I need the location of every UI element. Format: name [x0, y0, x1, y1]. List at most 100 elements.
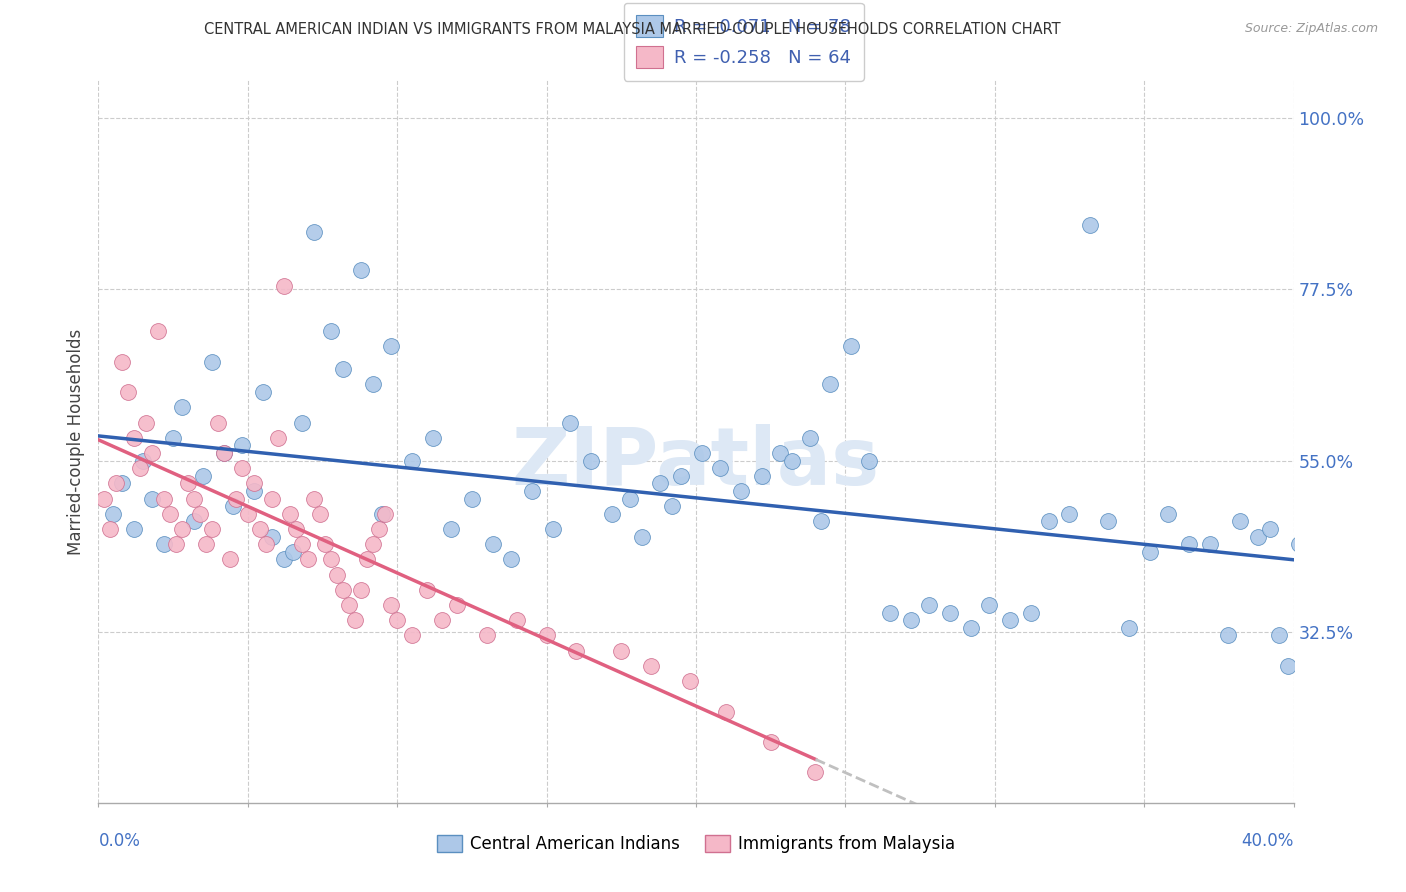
Point: [1118, 621, 1140, 635]
Point: [148, 324, 170, 338]
Point: [249, 522, 271, 536]
Point: [858, 453, 880, 467]
Text: 40.0%: 40.0%: [1241, 831, 1294, 850]
Point: [879, 606, 901, 620]
Point: [332, 362, 354, 376]
Text: CENTRAL AMERICAN INDIAN VS IMMIGRANTS FROM MALAYSIA MARRIED-COUPLE HOUSEHOLDS CO: CENTRAL AMERICAN INDIAN VS IMMIGRANTS FR…: [204, 22, 1062, 37]
Point: [159, 507, 181, 521]
Text: 0.0%: 0.0%: [98, 831, 141, 850]
Point: [581, 453, 603, 467]
Point: [998, 613, 1021, 627]
Point: [284, 522, 307, 536]
Point: [165, 537, 187, 551]
Point: [820, 377, 842, 392]
Point: [690, 446, 713, 460]
Point: [350, 263, 373, 277]
Point: [191, 468, 214, 483]
Point: [1247, 530, 1270, 544]
Point: [201, 522, 224, 536]
Point: [461, 491, 484, 506]
Point: [321, 324, 343, 338]
Point: [105, 476, 128, 491]
Point: [267, 431, 290, 445]
Point: [332, 582, 354, 597]
Point: [260, 530, 283, 544]
Point: [344, 613, 367, 627]
Point: [172, 401, 194, 415]
Point: [111, 354, 134, 368]
Point: [1059, 507, 1081, 521]
Point: [541, 522, 564, 536]
Point: [252, 385, 274, 400]
Point: [446, 598, 468, 612]
Point: [610, 643, 633, 657]
Point: [709, 461, 731, 475]
Point: [201, 354, 224, 368]
Point: [918, 598, 941, 612]
Point: [1019, 606, 1042, 620]
Point: [565, 643, 588, 657]
Point: [810, 515, 832, 529]
Point: [308, 507, 330, 521]
Point: [222, 499, 245, 513]
Point: [177, 476, 200, 491]
Point: [243, 483, 266, 498]
Point: [799, 431, 821, 445]
Point: [631, 530, 654, 544]
Point: [536, 628, 558, 642]
Point: [368, 522, 391, 536]
Text: ZIPatlas: ZIPatlas: [512, 425, 880, 502]
Point: [231, 438, 253, 452]
Point: [1229, 515, 1251, 529]
Point: [440, 522, 463, 536]
Point: [212, 446, 235, 460]
Point: [326, 567, 349, 582]
Point: [751, 468, 773, 483]
Point: [380, 339, 402, 353]
Point: [302, 491, 325, 506]
Point: [759, 735, 782, 749]
Point: [730, 483, 752, 498]
Point: [117, 385, 139, 400]
Point: [291, 416, 314, 430]
Point: [315, 537, 337, 551]
Point: [714, 705, 737, 719]
Point: [401, 628, 423, 642]
Point: [321, 552, 343, 566]
Point: [135, 416, 157, 430]
Point: [363, 537, 385, 551]
Point: [207, 416, 229, 430]
Point: [141, 446, 163, 460]
Point: [183, 515, 205, 529]
Point: [1277, 659, 1299, 673]
Point: [520, 483, 543, 498]
Point: [1199, 537, 1222, 551]
Point: [124, 431, 146, 445]
Point: [231, 461, 253, 475]
Point: [977, 598, 1000, 612]
Point: [93, 491, 115, 506]
Point: [416, 582, 439, 597]
Point: [273, 278, 295, 293]
Point: [939, 606, 962, 620]
Point: [124, 522, 146, 536]
Point: [243, 476, 266, 491]
Point: [900, 613, 922, 627]
Point: [1080, 218, 1102, 232]
Point: [560, 416, 582, 430]
Point: [619, 491, 641, 506]
Point: [475, 628, 498, 642]
Point: [661, 499, 683, 513]
Point: [1038, 515, 1060, 529]
Point: [103, 507, 125, 521]
Point: [98, 522, 122, 536]
Point: [769, 446, 792, 460]
Point: [482, 537, 505, 551]
Point: [281, 545, 304, 559]
Point: [371, 507, 394, 521]
Point: [225, 491, 247, 506]
Point: [499, 552, 522, 566]
Point: [506, 613, 529, 627]
Point: [219, 552, 242, 566]
Point: [195, 537, 218, 551]
